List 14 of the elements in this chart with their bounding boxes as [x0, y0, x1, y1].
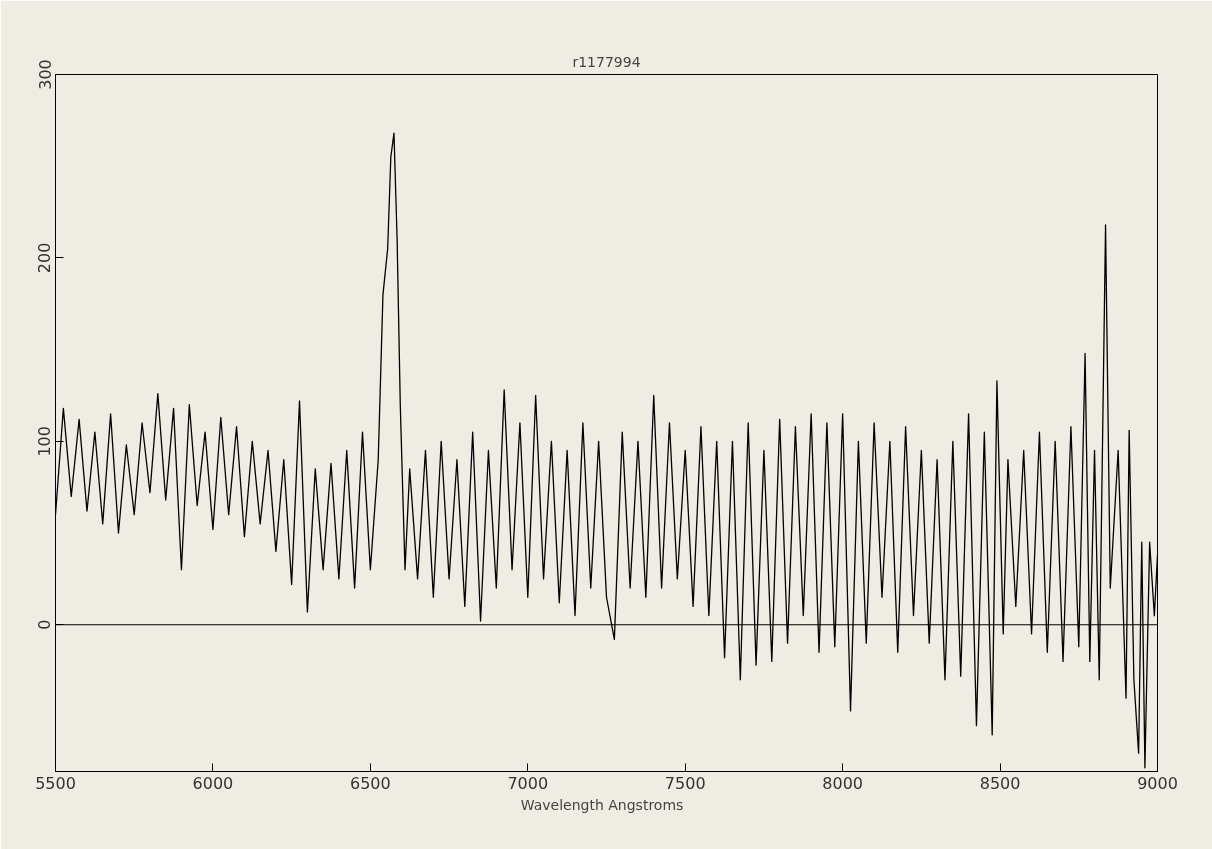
x-tick-label: 7000	[507, 773, 549, 793]
x-tick-label: 6500	[350, 773, 391, 793]
y-tick-label: 300	[35, 59, 55, 90]
y-tick-label: 100	[35, 426, 55, 457]
chart-title: r1177994	[572, 53, 641, 70]
x-tick-label: 8000	[822, 773, 863, 793]
y-tick-label: 0	[35, 619, 55, 630]
y-tick-label: 200	[35, 242, 55, 274]
x-axis-title: Wavelength Angstroms	[520, 796, 684, 813]
x-tick-label: 7500	[664, 773, 706, 793]
x-tick-label: 8500	[979, 773, 1021, 793]
x-tick-label: 9000	[1137, 773, 1178, 793]
x-tick-label: 5500	[35, 773, 76, 793]
x-tick-label: 6000	[192, 773, 234, 793]
